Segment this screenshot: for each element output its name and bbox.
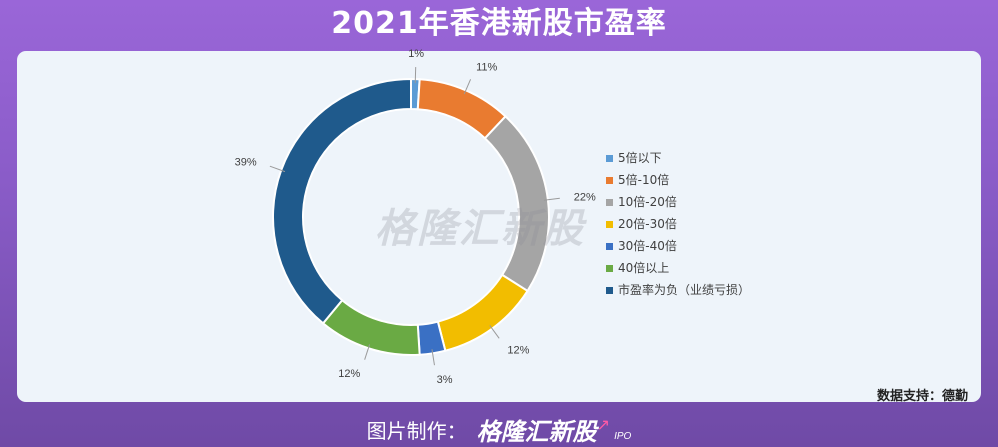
- leader-line: [463, 79, 472, 95]
- leader-line: [364, 344, 371, 360]
- slice-percent-label: 39%: [235, 156, 257, 168]
- legend-swatch: [606, 177, 613, 184]
- slice-percent-label: 22%: [574, 191, 596, 203]
- leader-line: [414, 67, 417, 84]
- leader-line: [269, 165, 286, 173]
- donut-slice: [272, 77, 412, 325]
- donut-slice: [436, 273, 529, 352]
- watermark-text: 格隆汇新股: [375, 206, 585, 252]
- page-title: 2021年香港新股市盈率: [331, 6, 667, 41]
- legend-swatch: [606, 221, 613, 228]
- slice-percent-label: 1%: [408, 48, 424, 60]
- legend-label: 40倍以上: [618, 260, 669, 275]
- slice-percent-label: 3%: [437, 374, 453, 386]
- footer: 图片制作： 格隆汇新股 ↗ IPO: [0, 412, 998, 447]
- legend-swatch: [606, 199, 613, 206]
- arrow-icon: ↗: [596, 416, 611, 434]
- legend-label: 5倍-10倍: [618, 172, 669, 187]
- leader-line: [431, 349, 435, 366]
- leader-line: [543, 197, 560, 201]
- legend-label: 30倍-40倍: [618, 238, 677, 253]
- slice-percent-label: 11%: [476, 61, 497, 73]
- legend-label: 10倍-20倍: [618, 194, 677, 209]
- legend-label: 5倍以下: [618, 150, 662, 165]
- footer-brand-sub: IPO: [614, 431, 632, 442]
- slice-percent-label: 12%: [338, 368, 360, 380]
- legend-swatch: [606, 265, 613, 272]
- leader-line: [489, 325, 500, 339]
- legend-label: 20倍-30倍: [618, 216, 677, 231]
- footer-label: 图片制作：: [366, 419, 467, 443]
- legend-label: 市盈率为负（业绩亏损）: [618, 282, 750, 297]
- slice-percent-label: 12%: [507, 345, 529, 357]
- footer-brand-logo: 格隆汇新股: [476, 418, 597, 446]
- source-note: 数据支持：德勤: [876, 389, 968, 404]
- legend-swatch: [606, 155, 613, 162]
- legend-swatch: [606, 287, 613, 294]
- donut-slice: [321, 298, 421, 356]
- legend-swatch: [606, 243, 613, 250]
